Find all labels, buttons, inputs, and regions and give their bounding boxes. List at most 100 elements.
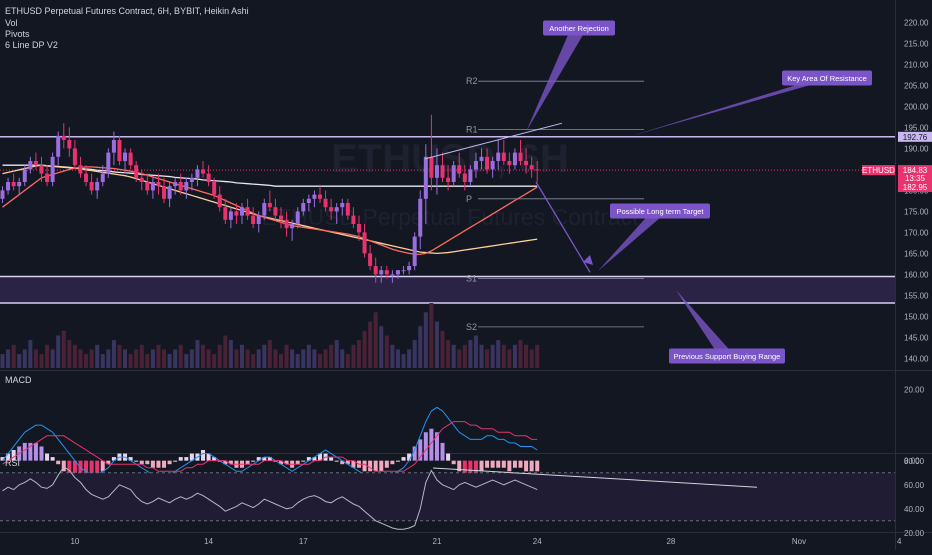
- volume-bar: [356, 340, 361, 368]
- macd-histogram-bar: [473, 460, 478, 475]
- volume-bar: [462, 344, 467, 368]
- volume-bar: [67, 340, 72, 368]
- callout-pointer: [676, 289, 735, 356]
- time-tick-label: 14: [204, 537, 213, 546]
- macd-histogram-bar: [312, 457, 317, 461]
- rejection-trendline: [424, 122, 563, 160]
- candle-body: [323, 198, 328, 208]
- candle-body: [162, 186, 167, 199]
- volume-bar: [173, 349, 178, 368]
- moving-average-line: [2, 166, 538, 255]
- macd-histogram-bar: [228, 460, 233, 465]
- candle-body: [50, 156, 55, 182]
- candle-body: [412, 236, 417, 266]
- volume-bar: [84, 354, 89, 368]
- price-label-badge: [898, 131, 932, 142]
- volume-bar: [128, 354, 133, 368]
- macd-histogram-bar: [507, 460, 512, 472]
- macd-histogram-bar: [256, 457, 261, 461]
- volume-bar: [507, 349, 512, 368]
- macd-histogram-bar: [267, 457, 272, 461]
- macd-histogram-bar: [529, 460, 534, 472]
- macd-histogram-bar: [95, 460, 100, 479]
- candle-body: [117, 140, 122, 161]
- candle-body: [256, 215, 261, 224]
- macd-histogram-bar: [379, 460, 384, 472]
- macd-histogram-bar: [178, 457, 183, 461]
- volume-bar: [139, 344, 144, 368]
- macd-histogram-bar: [39, 446, 44, 461]
- candle-body: [217, 194, 222, 208]
- rsi-trendline: [432, 467, 758, 488]
- macd-histogram-bar: [201, 450, 206, 461]
- volume-bar: [117, 344, 122, 368]
- candle-body: [134, 165, 139, 178]
- price-label-text: ETHUSD: [862, 166, 895, 175]
- macd-histogram-bar: [251, 460, 256, 462]
- macd-histogram-bar: [134, 460, 139, 462]
- macd-histogram-bar: [78, 460, 83, 482]
- candle-body: [512, 152, 517, 166]
- callout-text: Previous Support Buying Range: [674, 352, 781, 361]
- pivot-level-label: S2: [466, 322, 477, 332]
- candle-body: [11, 182, 16, 187]
- volume-bar: [189, 349, 194, 368]
- candle-body: [28, 161, 33, 170]
- pivot-level-label: P: [466, 194, 472, 204]
- volume-bar: [329, 344, 334, 368]
- rsi-tick-label: 40.00: [904, 505, 925, 514]
- price-tick-label: 210.00: [904, 60, 929, 69]
- candle-body: [178, 182, 183, 191]
- macd-histogram-bar: [45, 453, 50, 461]
- volume-bar: [440, 330, 445, 368]
- candle-body: [212, 182, 217, 195]
- macd-histogram-bar: [390, 460, 395, 465]
- candle-body: [446, 177, 451, 182]
- candle-body: [340, 203, 345, 208]
- macd-tick-label: 20.00: [904, 386, 925, 395]
- macd-histogram-bar: [412, 446, 417, 461]
- candle-body: [189, 177, 194, 182]
- volume-bar: [334, 340, 339, 368]
- candle-body: [423, 156, 428, 199]
- volume-bar: [423, 312, 428, 368]
- macd-tick-label: 0.00: [904, 457, 920, 466]
- candle-body: [228, 211, 233, 220]
- candle-body: [17, 182, 22, 187]
- candle-body: [351, 215, 356, 224]
- candle-body: [501, 152, 506, 161]
- volume-bar: [351, 344, 356, 368]
- time-tick-label: 4: [897, 537, 902, 546]
- macd-histogram-bar: [156, 460, 161, 468]
- callout-box: [669, 348, 785, 364]
- volume-bar: [95, 344, 100, 368]
- price-label-text: 182.95: [903, 183, 928, 192]
- volume-bar: [446, 340, 451, 368]
- candle-body: [479, 156, 484, 161]
- volume-bar: [123, 349, 128, 368]
- rsi-legend: RSI: [5, 458, 21, 468]
- macd-histogram-bar: [457, 460, 462, 472]
- candle-body: [128, 152, 133, 166]
- candle-body: [468, 169, 473, 182]
- candle-body: [150, 182, 155, 191]
- callout-text: Another Rejection: [549, 24, 609, 33]
- pivot-level-label: R1: [466, 125, 478, 135]
- candle-body: [529, 165, 534, 170]
- price-tick-label: 170.00: [904, 228, 929, 237]
- moving-average-line: [2, 164, 538, 255]
- volume-bar: [39, 354, 44, 368]
- candle-body: [267, 203, 272, 208]
- volume-bar: [22, 349, 27, 368]
- candle-body: [379, 270, 384, 275]
- candle-body: [418, 198, 423, 237]
- candle-body: [201, 169, 206, 174]
- candle-body: [45, 173, 50, 182]
- rsi-tick-label: 60.00: [904, 481, 925, 490]
- macd-histogram-bar: [501, 460, 506, 468]
- price-tick-label: 145.00: [904, 333, 929, 342]
- candle-body: [284, 219, 289, 229]
- legend-indicator: 6 Line DP V2: [5, 40, 58, 50]
